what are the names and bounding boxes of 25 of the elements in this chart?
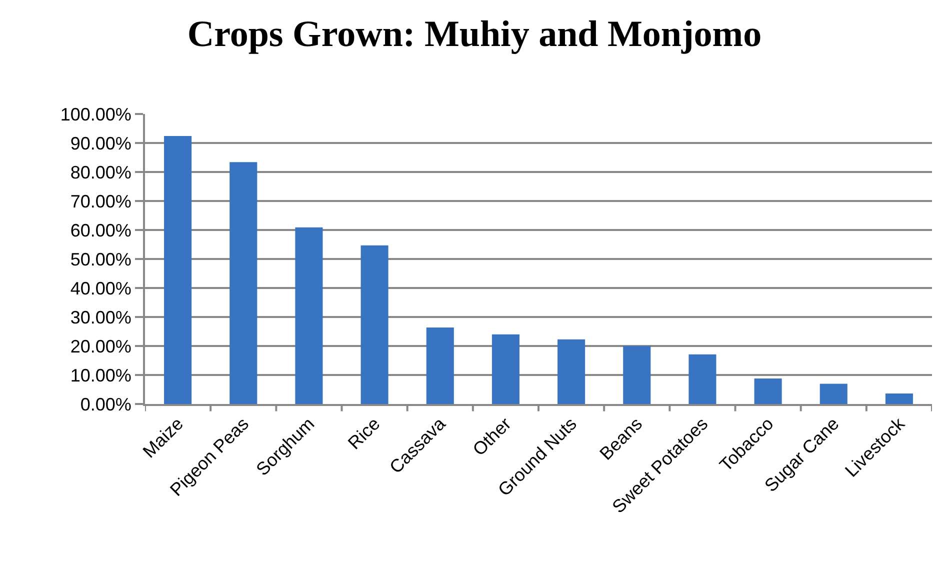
- y-tick-label: 30.00%: [70, 307, 132, 328]
- bar: [426, 327, 454, 404]
- y-tick-label: 100.00%: [60, 104, 132, 124]
- bar: [623, 346, 651, 404]
- bar: [558, 339, 586, 404]
- bar: [492, 334, 520, 404]
- bar: [230, 162, 258, 404]
- bar: [164, 136, 192, 404]
- bar: [820, 384, 848, 404]
- y-tick-label: 80.00%: [70, 162, 132, 182]
- y-tick-label: 70.00%: [70, 191, 132, 212]
- bar: [688, 354, 716, 404]
- x-tick-label: Rice: [344, 414, 384, 454]
- y-tick-label: 0.00%: [80, 394, 132, 414]
- chart-title: Crops Grown: Muhiy and Monjomo: [187, 14, 762, 56]
- y-tick-label: 60.00%: [70, 220, 132, 240]
- y-tick-label: 40.00%: [70, 278, 132, 298]
- bar: [754, 378, 782, 404]
- bar: [360, 245, 388, 404]
- y-tick-label: 90.00%: [70, 133, 132, 154]
- y-tick-label: 10.00%: [70, 365, 132, 386]
- bar: [885, 394, 913, 404]
- y-tick-label: 50.00%: [70, 249, 132, 270]
- y-tick-label: 20.00%: [70, 336, 132, 356]
- bar: [295, 227, 323, 404]
